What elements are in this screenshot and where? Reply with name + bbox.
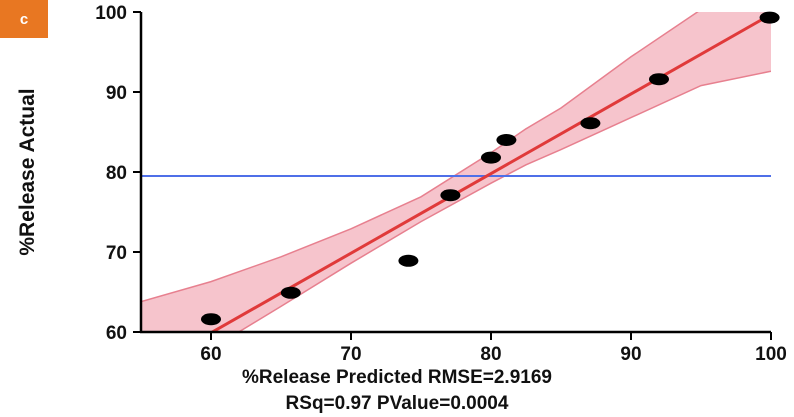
- data-point: [496, 134, 517, 146]
- data-point: [398, 254, 419, 267]
- y-tick-label: 80: [106, 163, 127, 184]
- panel-label-badge: c: [0, 0, 48, 38]
- axes-layer: 60 70 80 90 100 60 70 80 90 100: [95, 3, 787, 365]
- data-point: [440, 189, 461, 202]
- data-point: [201, 313, 221, 326]
- data-point: [481, 151, 501, 164]
- data-point: [649, 73, 669, 86]
- x-tick-label: 80: [480, 344, 501, 365]
- y-tick-label: 60: [106, 323, 127, 344]
- x-tick-label: 90: [620, 344, 641, 365]
- data-point: [759, 11, 780, 24]
- x-axis-title: %Release Predicted RMSE=2.9169: [242, 367, 552, 388]
- y-tick-label: 100: [95, 3, 127, 24]
- x-tick-label: 70: [340, 344, 361, 365]
- regression-fit-line: [210, 13, 771, 332]
- y-tick-label: 70: [106, 243, 127, 264]
- x-tick-label: 60: [200, 344, 221, 365]
- data-point: [280, 286, 301, 299]
- points-layer: [201, 11, 780, 326]
- data-point: [580, 117, 601, 130]
- confidence-band: [141, 12, 771, 332]
- y-tick-label: 90: [106, 83, 127, 104]
- fit-statistics: RSq=0.97 PValue=0.0004: [285, 393, 509, 414]
- confidence-band-lower-edge: [237, 70, 771, 332]
- fit-line-layer: [210, 13, 771, 332]
- x-tick-label: 100: [755, 344, 787, 365]
